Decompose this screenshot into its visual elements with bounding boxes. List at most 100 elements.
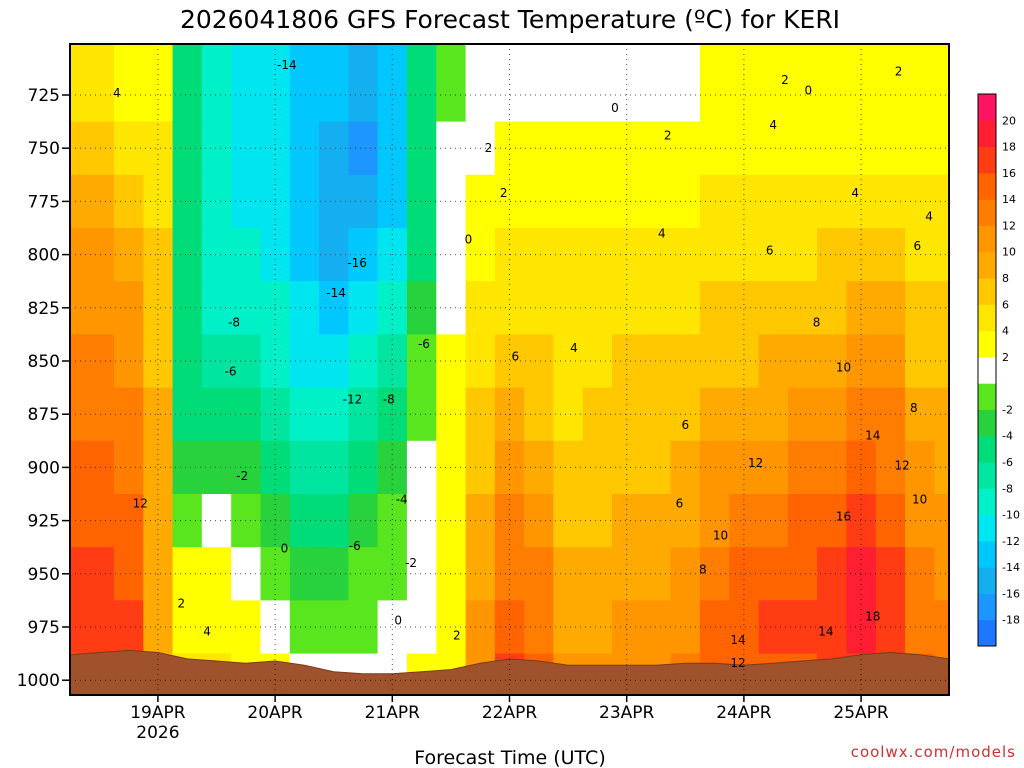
temperature-cell — [524, 121, 554, 176]
contour-label: 2 — [664, 128, 672, 142]
temperature-cell — [846, 44, 877, 123]
colorbar-swatch — [978, 593, 996, 621]
temperature-cell — [70, 600, 86, 655]
credit-text[interactable]: coolwx.com/models — [851, 743, 1016, 761]
temperature-cell — [729, 281, 760, 335]
temperature-cell — [641, 387, 672, 442]
temperature-cell — [758, 44, 789, 123]
temperature-cell — [905, 228, 935, 282]
temperature-cell — [319, 281, 349, 335]
colorbar-swatch — [978, 409, 996, 437]
temperature-cell — [612, 600, 642, 655]
temperature-cell — [113, 387, 144, 442]
temperature-cell — [612, 440, 642, 495]
temperature-cell — [377, 334, 408, 389]
colorbar-tick-label: -12 — [1002, 535, 1020, 548]
temperature-cell — [934, 440, 949, 495]
temperature-cell — [84, 440, 115, 495]
colorbar-swatch — [978, 94, 996, 121]
temperature-cell — [201, 281, 232, 335]
colorbar-tick-label: -14 — [1002, 561, 1020, 574]
colorbar-swatch — [978, 225, 996, 253]
temperature-cell — [699, 600, 730, 655]
temperature-cell — [406, 494, 437, 548]
temperature-cell — [905, 440, 935, 495]
temperature-cell — [201, 440, 232, 495]
temperature-cell — [641, 228, 672, 282]
y-tick-label: 825 — [28, 299, 60, 319]
temperature-cell — [787, 334, 818, 389]
contour-label: -4 — [396, 492, 408, 506]
temperature-cell — [84, 281, 115, 335]
contour-label: -6 — [418, 337, 430, 351]
contour-label: 2 — [485, 141, 493, 155]
temperature-cell — [348, 547, 379, 601]
contour-label: 4 — [769, 118, 777, 132]
temperature-cell — [289, 387, 320, 442]
temperature-cell — [231, 440, 262, 495]
temperature-cell — [612, 174, 642, 229]
contour-label: 0 — [611, 101, 619, 115]
colorbar-tick-label: 2 — [1002, 351, 1009, 364]
colorbar-swatch — [978, 356, 996, 384]
temperature-cell — [787, 440, 818, 495]
temperature-cell — [201, 387, 232, 442]
colorbar-swatch — [978, 146, 996, 174]
contour-label: -8 — [228, 316, 240, 330]
colorbar-tick-label: 18 — [1002, 141, 1016, 154]
temperature-cell — [319, 387, 349, 442]
temperature-cell — [143, 44, 174, 123]
temperature-cell — [70, 281, 86, 335]
temperature-cell — [817, 494, 848, 548]
y-tick-label: 800 — [28, 246, 60, 266]
temperature-cell — [641, 494, 672, 548]
y-tick-label: 900 — [28, 458, 60, 478]
temperature-cell — [172, 387, 203, 442]
contour-label: 0 — [281, 541, 289, 555]
x-axis-label: Forecast Time (UTC) — [414, 747, 605, 768]
temperature-cell — [289, 121, 320, 176]
temperature-cell — [699, 281, 730, 335]
temperature-cell — [201, 228, 232, 282]
colorbar-tick-label: -2 — [1002, 403, 1013, 416]
colorbar-swatch — [978, 120, 996, 148]
temperature-cell — [113, 121, 144, 176]
temperature-cell — [172, 174, 203, 229]
temperature-cell — [524, 334, 554, 389]
gridlines — [70, 44, 949, 695]
temperature-cell — [465, 44, 496, 123]
temperature-cell — [494, 494, 525, 548]
temperature-cell — [406, 440, 437, 495]
temperature-cell — [113, 228, 144, 282]
colorbar-swatch — [978, 435, 996, 463]
temperature-cell — [934, 494, 949, 548]
temperature-cell — [436, 440, 467, 495]
temperature-cell — [641, 174, 672, 229]
temperature-cell — [172, 494, 203, 548]
contour-label: 4 — [570, 341, 578, 355]
temperature-cell — [524, 600, 554, 655]
temperature-cell — [553, 494, 584, 548]
temperature-cell — [612, 334, 642, 389]
temperature-cell — [406, 121, 437, 176]
temperature-cell — [494, 121, 525, 176]
temperature-cell — [319, 600, 349, 655]
temperature-cell — [846, 494, 877, 548]
temperature-cell — [348, 121, 379, 176]
temperature-cell — [377, 600, 408, 655]
temperature-cell — [817, 387, 848, 442]
temperature-cell — [817, 44, 848, 123]
temperature-cell — [84, 494, 115, 548]
temperature-cell — [553, 600, 584, 655]
temperature-cell — [201, 174, 232, 229]
temperature-cell — [201, 334, 232, 389]
temperature-cell — [348, 600, 379, 655]
temperature-cell — [905, 121, 935, 176]
temperature-cell — [70, 334, 86, 389]
temperature-cell — [143, 174, 174, 229]
temperature-cell — [377, 494, 408, 548]
colorbar-tick-label: 10 — [1002, 246, 1016, 259]
temperature-cell — [846, 281, 877, 335]
contour-label: 14 — [818, 624, 833, 638]
y-tick-label: 975 — [28, 618, 60, 638]
